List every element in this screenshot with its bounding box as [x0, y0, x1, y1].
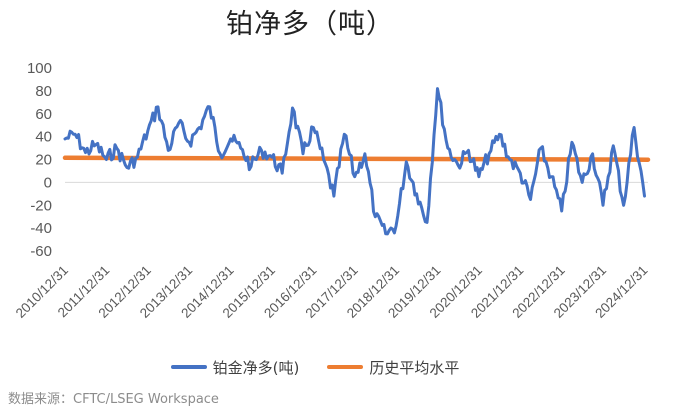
- y-tick-label: 40: [35, 129, 52, 146]
- y-tick-label: 100: [27, 60, 52, 77]
- historical-average-line: [62, 155, 651, 162]
- y-tick-label: 0: [44, 174, 52, 191]
- source-note: 数据来源：CFTC/LSEG Workspace: [8, 392, 219, 407]
- legend: 铂金净多(吨) 历史平均水平: [0, 356, 630, 378]
- legend-swatch-net-long: [170, 365, 207, 369]
- y-tick-label: 80: [35, 83, 52, 100]
- y-tick-label: -20: [30, 197, 52, 214]
- legend-item-net-long: 铂金净多(吨): [170, 357, 300, 378]
- legend-label-net-long: 铂金净多(吨): [212, 358, 300, 377]
- y-tick-label: -60: [30, 243, 52, 260]
- chart-title: 铂净多（吨）: [226, 9, 394, 40]
- y-axis-labels: 100 80 60 40 20 0 -20 -40 -60: [27, 60, 52, 260]
- y-tick-label: 60: [35, 106, 52, 123]
- y-tick-label: -40: [30, 220, 52, 237]
- legend-label-historical-avg: 历史平均水平: [369, 358, 460, 377]
- y-tick-label: 20: [35, 152, 52, 169]
- legend-swatch-historical-avg: [327, 365, 364, 369]
- net-long-line: [63, 87, 646, 236]
- x-axis-labels: 2010/12/312011/12/312012/12/312013/12/31…: [13, 263, 651, 321]
- legend-item-historical-avg: 历史平均水平: [327, 357, 459, 378]
